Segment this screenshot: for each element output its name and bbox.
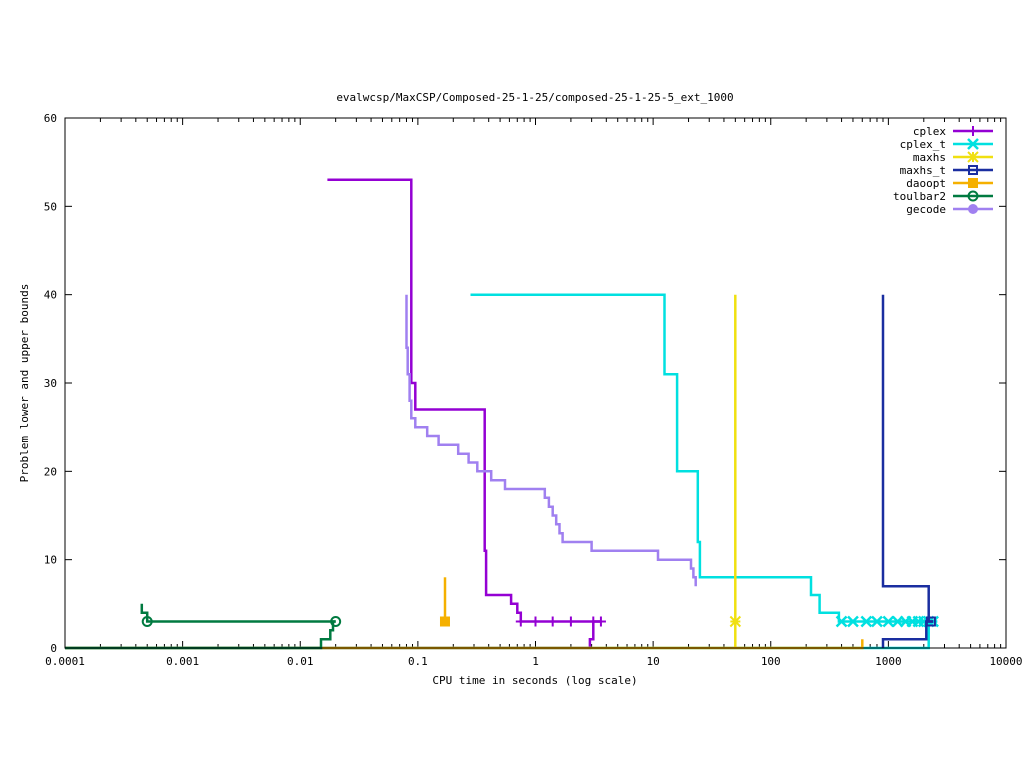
legend-marker: [968, 178, 978, 188]
x-tick-label: 0.1: [408, 655, 428, 668]
x-tick-label: 1: [532, 655, 539, 668]
y-tick-label: 0: [50, 642, 57, 655]
chart-title: evalwcsp/MaxCSP/Composed-25-1-25/compose…: [336, 91, 733, 104]
x-axis-label: CPU time in seconds (log scale): [432, 674, 637, 687]
legend-label: cplex: [913, 125, 946, 138]
series-cplex: [65, 178, 606, 650]
data-point: [847, 615, 859, 628]
legend-label: maxhs_t: [900, 164, 946, 177]
data-point: [565, 616, 576, 627]
x-tick-label: 0.0001: [45, 655, 85, 668]
y-tick-label: 30: [44, 377, 57, 390]
data-point: [547, 616, 558, 627]
data-point: [141, 616, 153, 627]
y-axis-label: Problem lower and upper bounds: [18, 284, 31, 483]
legend-label: maxhs: [913, 151, 946, 164]
legend: cplexcplex_tmaxhsmaxhs_tdaoopttoulbar2ge…: [893, 125, 993, 216]
x-tick-label: 0.01: [287, 655, 314, 668]
upper-bound-line: [881, 294, 934, 623]
upper-bound-line: [327, 178, 601, 623]
legend-marker: [967, 138, 979, 150]
y-tick-label: 40: [44, 289, 57, 302]
x-tick-label: 100: [761, 655, 781, 668]
data-point: [515, 616, 526, 627]
y-tick-label: 60: [44, 112, 57, 125]
legend-label: cplex_t: [900, 138, 946, 151]
plot-area: [65, 178, 939, 650]
upper-bound-line: [405, 294, 697, 587]
legend-label: toulbar2: [893, 190, 946, 203]
upper-bound-line: [140, 603, 336, 623]
legend-marker: [968, 126, 978, 136]
data-point: [439, 616, 450, 627]
legend-label: gecode: [906, 203, 946, 216]
legend-marker: [968, 204, 978, 214]
series-maxhs: [729, 294, 742, 648]
data-point: [882, 615, 895, 628]
legend-marker: [967, 190, 979, 202]
x-tick-label: 10: [647, 655, 660, 668]
y-tick-label: 50: [44, 200, 57, 213]
data-point: [925, 616, 936, 627]
upper-bound-line: [470, 293, 938, 623]
y-tick-label: 20: [44, 465, 57, 478]
x-tick-label: 10000: [989, 655, 1022, 668]
axis-ticks: 0.0001 0.001 0.01 0.1 1 10 100 1000 10000 0 10 20 30…: [44, 112, 1023, 668]
data-point: [860, 615, 873, 628]
x-tick-label: 0.001: [166, 655, 199, 668]
x-tick-label: 1000: [875, 655, 902, 668]
series-daoopt: [65, 577, 864, 650]
series-gecode: [405, 294, 697, 587]
data-point: [871, 615, 883, 628]
y-tick-label: 10: [44, 554, 57, 567]
data-point: [530, 616, 541, 627]
legend-marker: [968, 165, 978, 175]
data-point: [729, 615, 742, 628]
data-point: [835, 615, 848, 628]
data-point: [330, 616, 342, 627]
series-maxhs-t: [881, 294, 936, 648]
series-toulbar2: [65, 603, 342, 650]
legend-marker: [967, 151, 979, 163]
lower-bound-line: [65, 639, 864, 650]
legend-label: daoopt: [906, 177, 946, 190]
lower-bound-line: [65, 620, 336, 650]
plot-frame: [64, 117, 1007, 649]
data-point: [595, 616, 606, 627]
